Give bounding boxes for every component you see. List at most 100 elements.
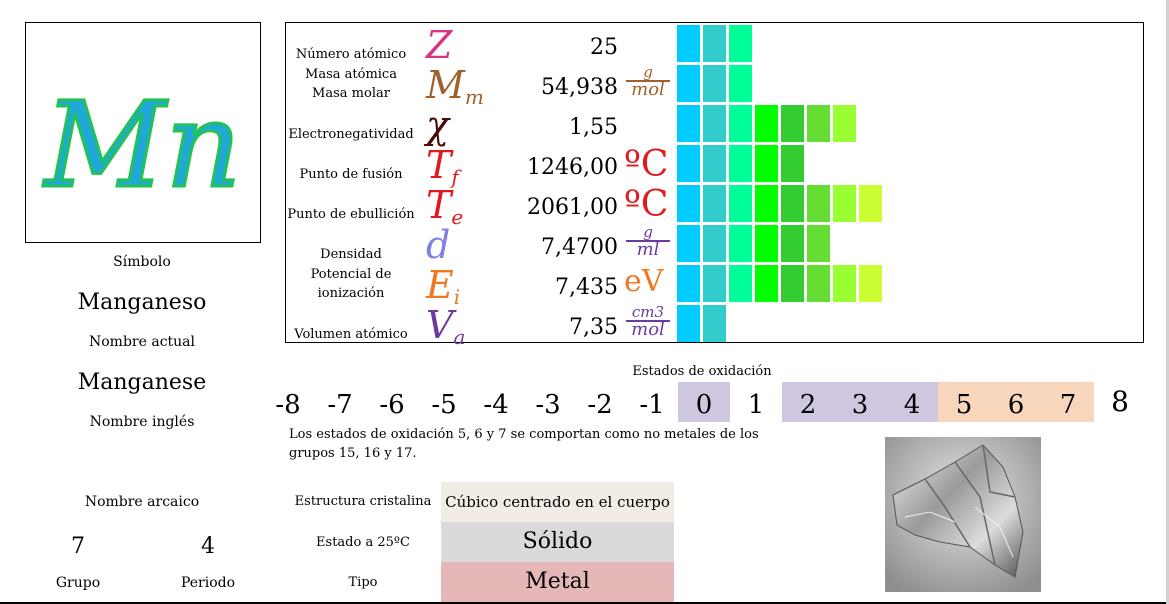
- oxidation-state: 0: [678, 382, 730, 422]
- property-bar-segment: [833, 185, 856, 222]
- property-bar-segment: [859, 265, 882, 302]
- oxidation-state: 7: [1042, 382, 1094, 422]
- oxidation-state: 6: [990, 382, 1042, 422]
- manganese-sample-image: [885, 437, 1041, 592]
- property-symbol: χ: [426, 103, 450, 147]
- property-unit: g mol: [626, 65, 670, 99]
- property-bar-segment: [729, 105, 752, 142]
- property-symbol: Ei: [426, 263, 461, 309]
- property-bar-segment: [859, 185, 882, 222]
- structure-value: Cúbico centrado en el cuerpo: [441, 482, 674, 522]
- oxidation-state: 1: [747, 390, 765, 420]
- property-value: 7,435: [555, 275, 618, 300]
- property-bar-segment: [729, 25, 752, 62]
- property-symbol: Va: [426, 303, 466, 349]
- property-value: 1246,00: [527, 155, 618, 180]
- property-bar-segment: [703, 105, 726, 142]
- property-unit: eV: [624, 264, 664, 299]
- property-bar-segment: [781, 265, 804, 302]
- oxidation-state: 3: [834, 382, 886, 422]
- oxidation-state: -6: [379, 390, 405, 420]
- period-label: Periodo: [180, 575, 236, 591]
- right-border: [1166, 0, 1169, 604]
- property-label: Punto de fusión: [299, 167, 403, 182]
- property-unit: ºC: [624, 144, 669, 185]
- oxidation-state: -7: [327, 390, 353, 420]
- oxidation-state: 2: [782, 382, 834, 422]
- group-value: 7: [71, 534, 85, 559]
- group-label: Grupo: [55, 575, 101, 591]
- property-row: Volumen atómico Va 7,35 cm3 mol: [286, 303, 1143, 349]
- oxidation-state: -1: [639, 390, 665, 420]
- oxidation-state: -5: [431, 390, 457, 420]
- oxidation-states: -8 -7 -6 -5 -4 -3 -2 -1 0 1 2 3 4 5 6 7 8: [262, 382, 1142, 422]
- property-bar-segment: [781, 185, 804, 222]
- property-bar-segment: [807, 105, 830, 142]
- state-label: Estado a 25ºC: [316, 535, 410, 550]
- oxidation-note: Los estados de oxidación 5, 6 y 7 se com…: [289, 427, 759, 461]
- property-bar-segment: [755, 225, 778, 262]
- property-bar-segment: [677, 65, 700, 102]
- element-photo: [885, 437, 1041, 592]
- property-value: 25: [590, 35, 618, 60]
- property-row: Densidad d 7,4700 g ml: [286, 223, 1143, 267]
- period-value: 4: [201, 534, 215, 559]
- structure-label: Estructura cristalina: [294, 494, 432, 509]
- property-label: Electronegatividad: [288, 127, 414, 142]
- property-bar-segment: [677, 25, 700, 62]
- property-bar-segment: [755, 145, 778, 182]
- property-row: Punto de ebullición Te 2061,00 ºC: [286, 183, 1143, 229]
- property-unit: ºC: [624, 184, 669, 225]
- property-bar-segment: [729, 145, 752, 182]
- property-symbol: Te: [426, 183, 464, 229]
- property-bar-segment: [703, 305, 726, 342]
- element-symbol-graphic: Mn: [41, 75, 243, 216]
- property-bar-segment: [755, 185, 778, 222]
- property-bar-segment: [703, 65, 726, 102]
- property-label: Potencial de ionización: [310, 267, 392, 301]
- property-bar-segment: [703, 145, 726, 182]
- oxidation-state: 8: [1111, 385, 1129, 418]
- property-bar-segment: [755, 105, 778, 142]
- property-label: Número atómico: [295, 47, 407, 62]
- property-bar-segment: [807, 225, 830, 262]
- property-value: 7,4700: [541, 235, 618, 260]
- oxidation-state: -4: [483, 390, 509, 420]
- name-label: Nombre actual: [89, 334, 195, 350]
- property-label: Masa atómica Masa molar: [305, 67, 397, 101]
- property-bar-segment: [703, 185, 726, 222]
- property-value: 1,55: [569, 115, 618, 140]
- archaic-name-label: Nombre arcaico: [84, 494, 200, 510]
- element-symbol-box: Mn: [25, 22, 261, 243]
- property-bar-segment: [755, 265, 778, 302]
- property-row: Electronegatividad χ 1,55: [286, 103, 1143, 147]
- property-row: Número atómico Z 25: [286, 23, 1143, 67]
- property-bar-segment: [677, 145, 700, 182]
- property-bar-segment: [703, 25, 726, 62]
- bottom-border: [0, 602, 1169, 604]
- property-bar-segment: [677, 305, 700, 342]
- property-bar-segment: [729, 225, 752, 262]
- oxidation-state: 5: [938, 382, 990, 422]
- property-symbol: d: [426, 223, 451, 267]
- oxidation-state: 4: [886, 382, 938, 422]
- property-bar-segment: [729, 265, 752, 302]
- property-bar-segment: [703, 265, 726, 302]
- property-bar-segment: [729, 185, 752, 222]
- oxidation-state: -3: [535, 390, 561, 420]
- english-name: Manganese: [77, 370, 207, 395]
- property-row: Masa atómica Masa molar Mm 54,938 g mol: [286, 63, 1143, 109]
- property-bar-segment: [703, 225, 726, 262]
- property-value: 2061,00: [527, 195, 618, 220]
- property-bar-segment: [781, 105, 804, 142]
- english-name-label: Nombre inglés: [89, 414, 195, 430]
- property-bar-segment: [807, 185, 830, 222]
- property-symbol: Tf: [426, 143, 459, 189]
- property-bar-segment: [729, 65, 752, 102]
- symbol-label: Símbolo: [113, 254, 171, 270]
- property-symbol: Mm: [426, 63, 484, 109]
- element-name: Manganeso: [77, 290, 207, 315]
- property-bar-segment: [833, 265, 856, 302]
- property-label: Volumen atómico: [294, 327, 408, 342]
- property-row: Punto de fusión Tf 1246,00 ºC: [286, 143, 1143, 189]
